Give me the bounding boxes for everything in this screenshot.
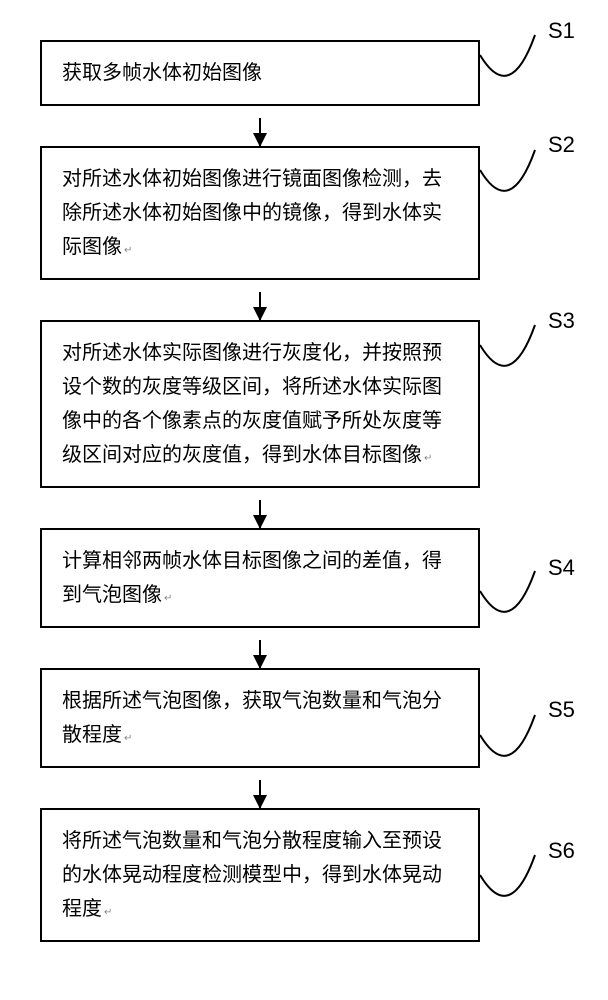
step-text: 计算相邻两帧水体目标图像之间的差值，得到气泡图像 <box>62 550 442 606</box>
step-label-s2: S2 <box>548 132 575 158</box>
arrow-down <box>259 118 261 146</box>
return-symbol: ↵ <box>124 733 132 744</box>
step-label-s1: S1 <box>548 18 575 44</box>
arrow-down <box>259 500 261 528</box>
return-symbol: ↵ <box>124 245 132 256</box>
arrow-down <box>259 640 261 668</box>
step-box-s5: 根据所述气泡图像，获取气泡数量和气泡分散程度↵ <box>40 668 480 768</box>
step-text: 对所述水体初始图像进行镜面图像检测，去除所述水体初始图像中的镜像，得到水体实际图… <box>62 168 442 258</box>
step-box-s3: 对所述水体实际图像进行灰度化，并按照预设个数的灰度等级区间，将所述水体实际图像中… <box>40 320 480 488</box>
step-text: 根据所述气泡图像，获取气泡数量和气泡分散程度 <box>62 690 442 746</box>
return-symbol: ↵ <box>164 593 172 604</box>
step-box-s1: 获取多帧水体初始图像 <box>40 40 480 106</box>
step-text: 获取多帧水体初始图像 <box>62 62 262 84</box>
step-text: 将所述气泡数量和气泡分散程度输入至预设的水体晃动程度检测模型中，得到水体晃动程度 <box>62 830 442 920</box>
step-box-s6: 将所述气泡数量和气泡分散程度输入至预设的水体晃动程度检测模型中，得到水体晃动程度… <box>40 808 480 942</box>
step-label-s6: S6 <box>548 838 575 864</box>
return-symbol: ↵ <box>424 453 432 464</box>
arrow-down <box>259 292 261 320</box>
step-text: 对所述水体实际图像进行灰度化，并按照预设个数的灰度等级区间，将所述水体实际图像中… <box>62 342 442 466</box>
step-label-s5: S5 <box>548 697 575 723</box>
step-label-s4: S4 <box>548 555 575 581</box>
step-box-s4: 计算相邻两帧水体目标图像之间的差值，得到气泡图像↵ <box>40 528 480 628</box>
step-label-s3: S3 <box>548 308 575 334</box>
step-box-s2: 对所述水体初始图像进行镜面图像检测，去除所述水体初始图像中的镜像，得到水体实际图… <box>40 146 480 280</box>
return-symbol: ↵ <box>104 907 112 918</box>
arrow-down <box>259 780 261 808</box>
flowchart-container: 获取多帧水体初始图像 对所述水体初始图像进行镜面图像检测，去除所述水体初始图像中… <box>40 40 480 982</box>
